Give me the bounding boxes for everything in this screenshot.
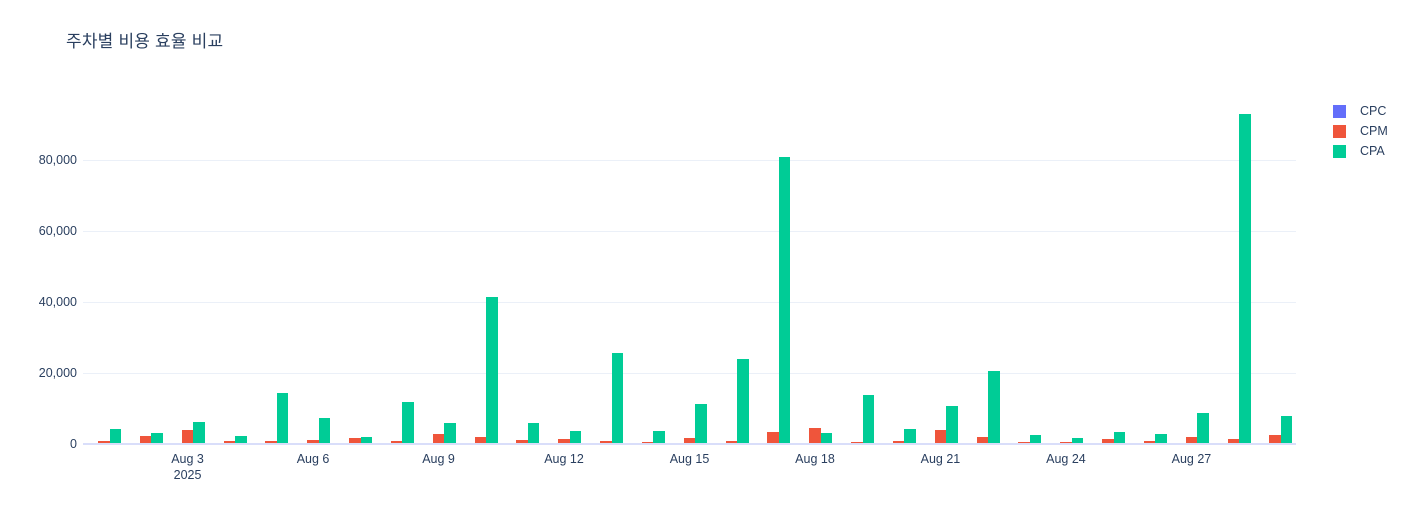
cpm-bar-aug-27 <box>1185 436 1198 444</box>
cpa-bar-aug-14 <box>653 431 665 444</box>
legend-swatch-cpm <box>1333 124 1346 138</box>
x-axis-zeroline <box>83 443 1296 445</box>
cpa-bar-aug-22 <box>988 370 1000 444</box>
cpm-bar-aug-26 <box>1143 441 1156 444</box>
cpm-bar-aug-9 <box>432 434 445 444</box>
y-gridline <box>83 230 1296 232</box>
legend-label-cpc: CPC <box>1360 104 1387 118</box>
cpm-bar-aug-8 <box>390 440 403 444</box>
cpm-bar-aug-29 <box>1269 434 1281 444</box>
x-axis-year-label: 2025 <box>173 468 202 482</box>
cpm-bar-aug-25 <box>1102 439 1114 444</box>
cpa-bar-aug-21 <box>946 406 958 444</box>
legend-item-cpa[interactable]: CPA <box>1333 144 1388 158</box>
legend-item-cpc[interactable]: CPC <box>1333 104 1388 118</box>
cpa-bar-aug-11 <box>527 422 540 444</box>
cpa-bar-aug-26 <box>1155 433 1167 444</box>
legend-swatch-cpa <box>1333 144 1346 158</box>
x-axis-tick-label: Aug 15 <box>669 452 710 466</box>
cpa-bar-aug-12 <box>569 430 582 444</box>
cpm-bar-aug-11 <box>516 440 528 444</box>
cpm-bar-aug-16 <box>725 440 738 444</box>
cpm-bar-aug-12 <box>558 439 570 444</box>
x-axis-tick-label: Aug 18 <box>795 452 835 466</box>
cpm-bar-aug-28 <box>1227 438 1239 444</box>
cpa-bar-aug-27 <box>1197 413 1209 444</box>
cpm-bar-aug-3 <box>181 430 194 444</box>
cpa-bar-aug-25 <box>1113 431 1126 444</box>
x-axis-tick-label: Aug 6 <box>296 452 330 466</box>
y-gridline <box>83 301 1296 303</box>
chart-title: 주차별 비용 효율 비교 <box>66 32 224 51</box>
cpm-bar-aug-22 <box>976 436 989 444</box>
legend-swatch-cpc <box>1333 104 1346 118</box>
cpa-bar-aug-1 <box>109 429 122 444</box>
cpa-bar-aug-5 <box>276 392 289 444</box>
cpa-bar-aug-28 <box>1239 114 1251 444</box>
cpm-bar-aug-21 <box>934 429 947 444</box>
cpm-bar-aug-6 <box>307 440 319 444</box>
x-axis-tick-label: Aug 12 <box>544 452 584 466</box>
cpm-bar-aug-13 <box>600 441 612 444</box>
cpa-bar-aug-9 <box>444 423 456 444</box>
cpa-bar-aug-13 <box>611 353 624 444</box>
legend-label-cpa: CPA <box>1360 144 1385 158</box>
cpa-bar-aug-19 <box>862 395 875 444</box>
cpm-bar-aug-10 <box>474 437 487 444</box>
x-axis-tick-label: Aug 3 2025 <box>143 451 233 483</box>
x-axis-tick-label: Aug 24 <box>1046 452 1086 466</box>
cpa-bar-aug-2 <box>151 433 163 444</box>
cpm-bar-aug-17 <box>767 431 779 444</box>
cpa-bar-aug-17 <box>778 156 791 444</box>
cpm-bar-aug-14 <box>641 441 654 444</box>
cpa-bar-aug-16 <box>737 358 749 444</box>
cpm-bar-aug-20 <box>892 440 905 444</box>
y-axis-tick-label: 40,000 <box>38 294 77 309</box>
cpm-bar-aug-1 <box>98 440 110 444</box>
cpm-bar-aug-19 <box>851 441 863 444</box>
cpm-bar-aug-7 <box>349 438 361 444</box>
legend-item-cpm[interactable]: CPM <box>1333 124 1388 138</box>
x-axis-tick-label: Aug 9 <box>422 452 455 466</box>
cpa-bar-aug-3 <box>193 422 205 444</box>
y-axis-tick-label: 60,000 <box>38 223 77 238</box>
y-gridline <box>83 159 1296 161</box>
cpm-bar-aug-2 <box>139 435 152 444</box>
y-axis-tick-label: 20,000 <box>38 365 77 380</box>
y-gridline <box>83 372 1296 374</box>
y-axis-tick-label: 0 <box>70 436 77 451</box>
y-axis-tick-label: 80,000 <box>38 152 77 167</box>
cpm-bar-aug-24 <box>1060 441 1072 444</box>
cpa-bar-aug-4 <box>235 436 247 444</box>
cpa-bar-aug-18 <box>820 433 833 444</box>
x-axis-tick-label: Aug 21 <box>920 452 961 466</box>
x-axis-tick-label: Aug 27 <box>1171 452 1212 466</box>
cpa-bar-aug-24 <box>1071 437 1084 444</box>
cpa-bar-aug-7 <box>360 437 373 444</box>
cpa-bar-aug-23 <box>1029 435 1042 444</box>
cpm-bar-aug-5 <box>265 440 277 444</box>
cpa-bar-aug-8 <box>402 402 414 444</box>
cpa-bar-aug-10 <box>486 296 498 444</box>
cpm-bar-aug-18 <box>809 428 821 444</box>
cpm-bar-aug-15 <box>683 437 696 444</box>
cpa-bar-aug-29 <box>1280 416 1293 444</box>
cpm-bar-aug-23 <box>1018 441 1030 444</box>
cpa-bar-aug-20 <box>904 428 916 444</box>
legend-label-cpm: CPM <box>1360 124 1388 138</box>
cpa-bar-aug-15 <box>695 403 707 444</box>
cpa-bar-aug-6 <box>318 418 331 444</box>
cpm-bar-aug-4 <box>223 440 236 444</box>
legend: CPC CPM CPA <box>1333 104 1388 164</box>
